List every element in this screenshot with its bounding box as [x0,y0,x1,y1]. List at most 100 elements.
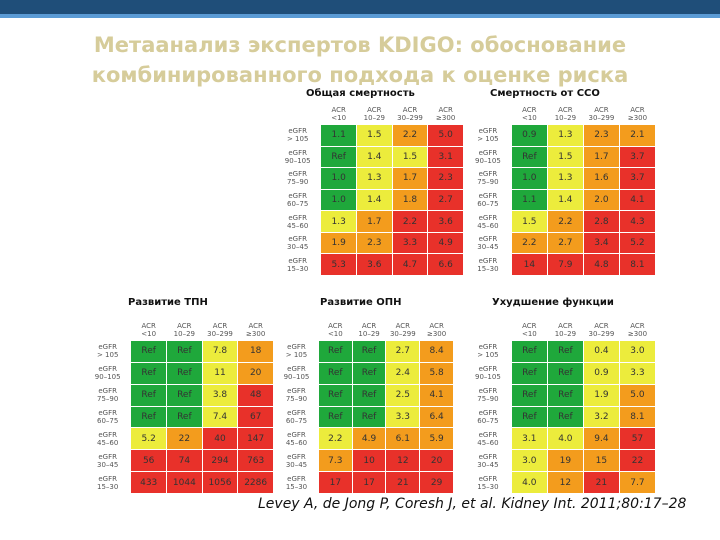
row-header-range: 15–30 [285,482,308,491]
column-header: ACR ≥300 [618,318,657,341]
heatmap-cell: 2.3 [356,231,393,255]
column-header-range: 10–29 [554,329,577,338]
column-header: ACR 30–299 [385,318,421,341]
heatmap-table: ACR <10 ACR 10–29 ACR 30–299 ACR ≥300 eGFR > 105 R… [83,318,274,494]
row-header: eGFR 75–90 [274,383,319,407]
row-header: eGFR > 105 [464,124,512,147]
heatmap-cell: 4.7 [391,253,429,276]
heatmap-cell: 7.8 [201,340,239,363]
row-header-range: 75–90 [477,395,499,404]
heatmap-cell: 1.0 [320,167,358,190]
heatmap-cell: 294 [201,449,239,473]
heatmap-cell: 18 [237,340,274,363]
row-header-range: 45–60 [97,438,119,447]
table-row: eGFR 45–60 2.2 4.9 6.1 5.9 [274,427,454,451]
heatmap-cell: 1.3 [356,167,393,190]
corner-cell [464,102,512,125]
row-header: eGFR 90–105 [464,145,512,169]
heatmap-cell: 3.2 [582,405,620,429]
heatmap-cell: Ref [510,383,548,407]
row-header: eGFR 15–30 [464,471,512,494]
column-header-range: 10–29 [554,113,577,122]
row-header-range: 30–45 [97,460,119,469]
column-header-label: ACR [522,105,537,114]
heatmap-cell: 1.0 [510,167,548,190]
slide-title: Метаанализ экспертов KDIGO: обоснование … [40,30,680,90]
heatmap-cell: Ref [351,340,387,363]
heatmap-cell: 1.5 [510,210,548,233]
table-row: eGFR > 105 Ref Ref 7.8 18 [83,340,274,363]
heatmap-cell: 12 [385,449,421,473]
column-header-range: ≥300 [627,329,648,338]
table-row: eGFR 75–90 Ref Ref 1.9 5.0 [464,383,657,407]
table-row: eGFR 30–45 7.3 10 12 20 [274,449,454,473]
table-row: eGFR 90–105 Ref Ref 2.4 5.8 [274,361,454,385]
heatmap-cell: 29 [419,471,454,494]
heatmap-cell: Ref [351,405,387,429]
row-header: eGFR 30–45 [83,449,132,473]
heatmap-cell: 0.9 [582,361,620,385]
table-row: eGFR > 105 0.9 1.3 2.3 2.1 [464,124,657,147]
heatmap-cell: 1.9 [582,383,620,407]
heatmap-cell: 3.7 [618,167,657,190]
column-header-range: ≥300 [436,113,456,122]
row-header-range: 45–60 [477,221,499,230]
column-header-label: ACR [630,321,645,330]
row-header: eGFR 60–75 [464,405,512,429]
column-header: ACR 10–29 [546,102,584,125]
heatmap-cell: 6.6 [427,253,464,276]
row-header-label: eGFR [478,191,498,200]
heatmap-cell: 433 [130,471,168,494]
row-header: eGFR 90–105 [274,361,319,385]
column-header-range: <10 [327,329,343,338]
heatmap-cell: 3.7 [618,145,657,169]
heatmap-cell: 21 [385,471,421,494]
column-header: ACR <10 [317,318,353,341]
row-header: eGFR > 105 [83,340,132,363]
heatmap-cell: 20 [419,449,454,473]
heatmap-cell: 1.1 [510,188,548,212]
heatmap-cell: 2.3 [427,167,464,190]
corner-cell [464,318,512,341]
heatmap-cell: 3.3 [391,231,429,255]
column-header: ACR <10 [510,102,548,125]
column-header-label: ACR [558,321,573,330]
row-header-label: eGFR [478,256,498,265]
heatmap-cell: Ref [317,405,353,429]
row-header-range: 45–60 [477,438,499,447]
heatmap-cell: 5.0 [427,124,464,147]
column-header-range: 30–299 [588,329,615,338]
column-header-label: ACR [402,105,418,114]
row-header-range: 30–45 [287,243,309,252]
heatmap-cell: 4.1 [419,383,454,407]
heatmap-cell: 5.2 [618,231,657,255]
row-header-label: eGFR [287,365,306,374]
header-row: ACR <10 ACR 10–29 ACR 30–299 ACR ≥300 [273,102,464,125]
column-header-range: 10–29 [173,329,195,338]
heatmap-cell: Ref [510,145,548,169]
heatmap-cell: 763 [237,449,274,473]
column-header-range: 30–299 [389,329,416,338]
row-header: eGFR 90–105 [273,145,322,169]
row-header-label: eGFR [288,213,307,222]
heatmap-cell: Ref [320,145,358,169]
row-header: eGFR 75–90 [273,167,322,190]
heatmap-cell: 17 [351,471,387,494]
table-row: eGFR 30–45 1.9 2.3 3.3 4.9 [273,231,464,255]
heatmap-cell: Ref [317,340,353,363]
heatmap-cell: 4.3 [618,210,657,233]
table-row: eGFR 30–45 2.2 2.7 3.4 5.2 [464,231,657,255]
row-header-label: eGFR [478,430,498,439]
table-row: eGFR 60–75 1.1 1.4 2.0 4.1 [464,188,657,212]
heatmap-cell: Ref [166,361,203,385]
row-header: eGFR 30–45 [274,449,319,473]
heatmap-cell: 8.1 [618,405,657,429]
panel-heading-all-cause-mortality: Общая смертность [306,88,415,99]
row-header: eGFR 30–45 [464,231,512,255]
heatmap-table: ACR <10 ACR 10–29 ACR 30–299 ACR ≥300 eGFR > 105 1… [273,102,464,276]
heatmap-cell: 3.8 [201,383,239,407]
heatmap-cell: 56 [130,449,168,473]
table-row: eGFR 15–30 433 1044 1056 2286 [83,471,274,494]
heatmap-cell: 3.6 [356,253,393,276]
row-header-label: eGFR [287,452,306,461]
